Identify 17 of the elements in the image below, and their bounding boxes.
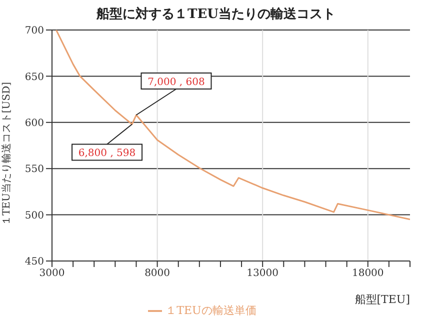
line-series bbox=[55, 30, 410, 220]
x-tick-label: 8000 bbox=[144, 268, 170, 280]
x-tick-label: 18000 bbox=[352, 268, 384, 280]
x-tick-label: 3000 bbox=[39, 268, 65, 280]
annotation: 7,000 , 608 bbox=[148, 77, 205, 88]
y-tick-label: 450 bbox=[24, 256, 44, 268]
x-tick-label: 13000 bbox=[246, 268, 278, 280]
y-axis-title: １TEU当たり輸送コスト[USD] bbox=[0, 82, 13, 226]
legend-label: １TEUの輸送単価 bbox=[166, 304, 256, 317]
y-tick-label: 600 bbox=[24, 118, 44, 129]
x-axis-title: 船型[TEU] bbox=[354, 293, 410, 306]
y-tick-label: 550 bbox=[24, 164, 44, 176]
y-tick-label: 700 bbox=[24, 26, 44, 37]
y-tick-label: 650 bbox=[24, 72, 44, 83]
chart-title: 船型に対する１TEU当たりの輸送コスト bbox=[96, 6, 336, 22]
annotation: 6,800 , 598 bbox=[78, 148, 136, 160]
y-tick-label: 500 bbox=[24, 210, 44, 222]
